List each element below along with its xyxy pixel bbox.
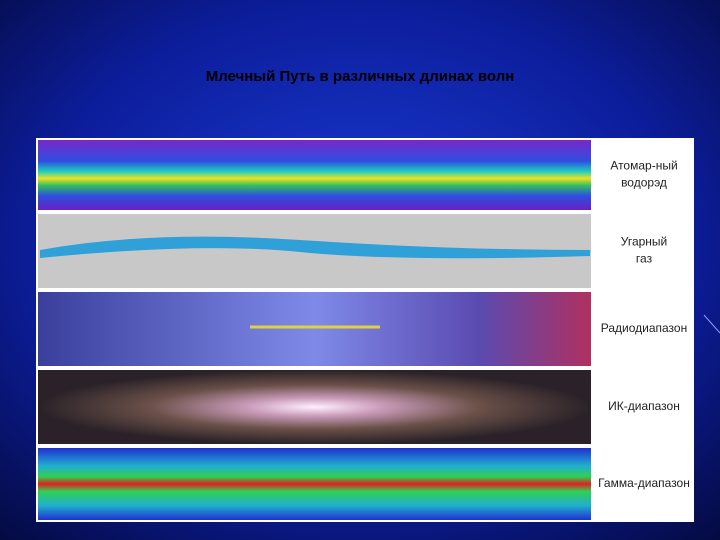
panel-label: Атомар-ный	[610, 159, 677, 173]
panel-label: газ	[636, 252, 653, 266]
panel-label: Гамма-диапазон	[598, 476, 690, 490]
labels: Атомар-ный водорэд Угарный газ Радиодиапазон…	[598, 159, 690, 491]
strip-ir	[38, 370, 591, 444]
decor-line	[703, 314, 720, 334]
strip-gamma	[38, 448, 591, 520]
strip-hydrogen	[38, 140, 591, 210]
panel-label: ИК-диапазон	[608, 399, 680, 413]
panel-label: Радиодиапазон	[601, 321, 687, 335]
slide-title: Млечный Путь в различных длинах волн	[206, 68, 515, 85]
panel-label: Угарный	[621, 235, 668, 249]
strip-radio	[38, 292, 591, 366]
panel-label: водорэд	[621, 176, 667, 190]
strip-co-band	[40, 236, 590, 259]
